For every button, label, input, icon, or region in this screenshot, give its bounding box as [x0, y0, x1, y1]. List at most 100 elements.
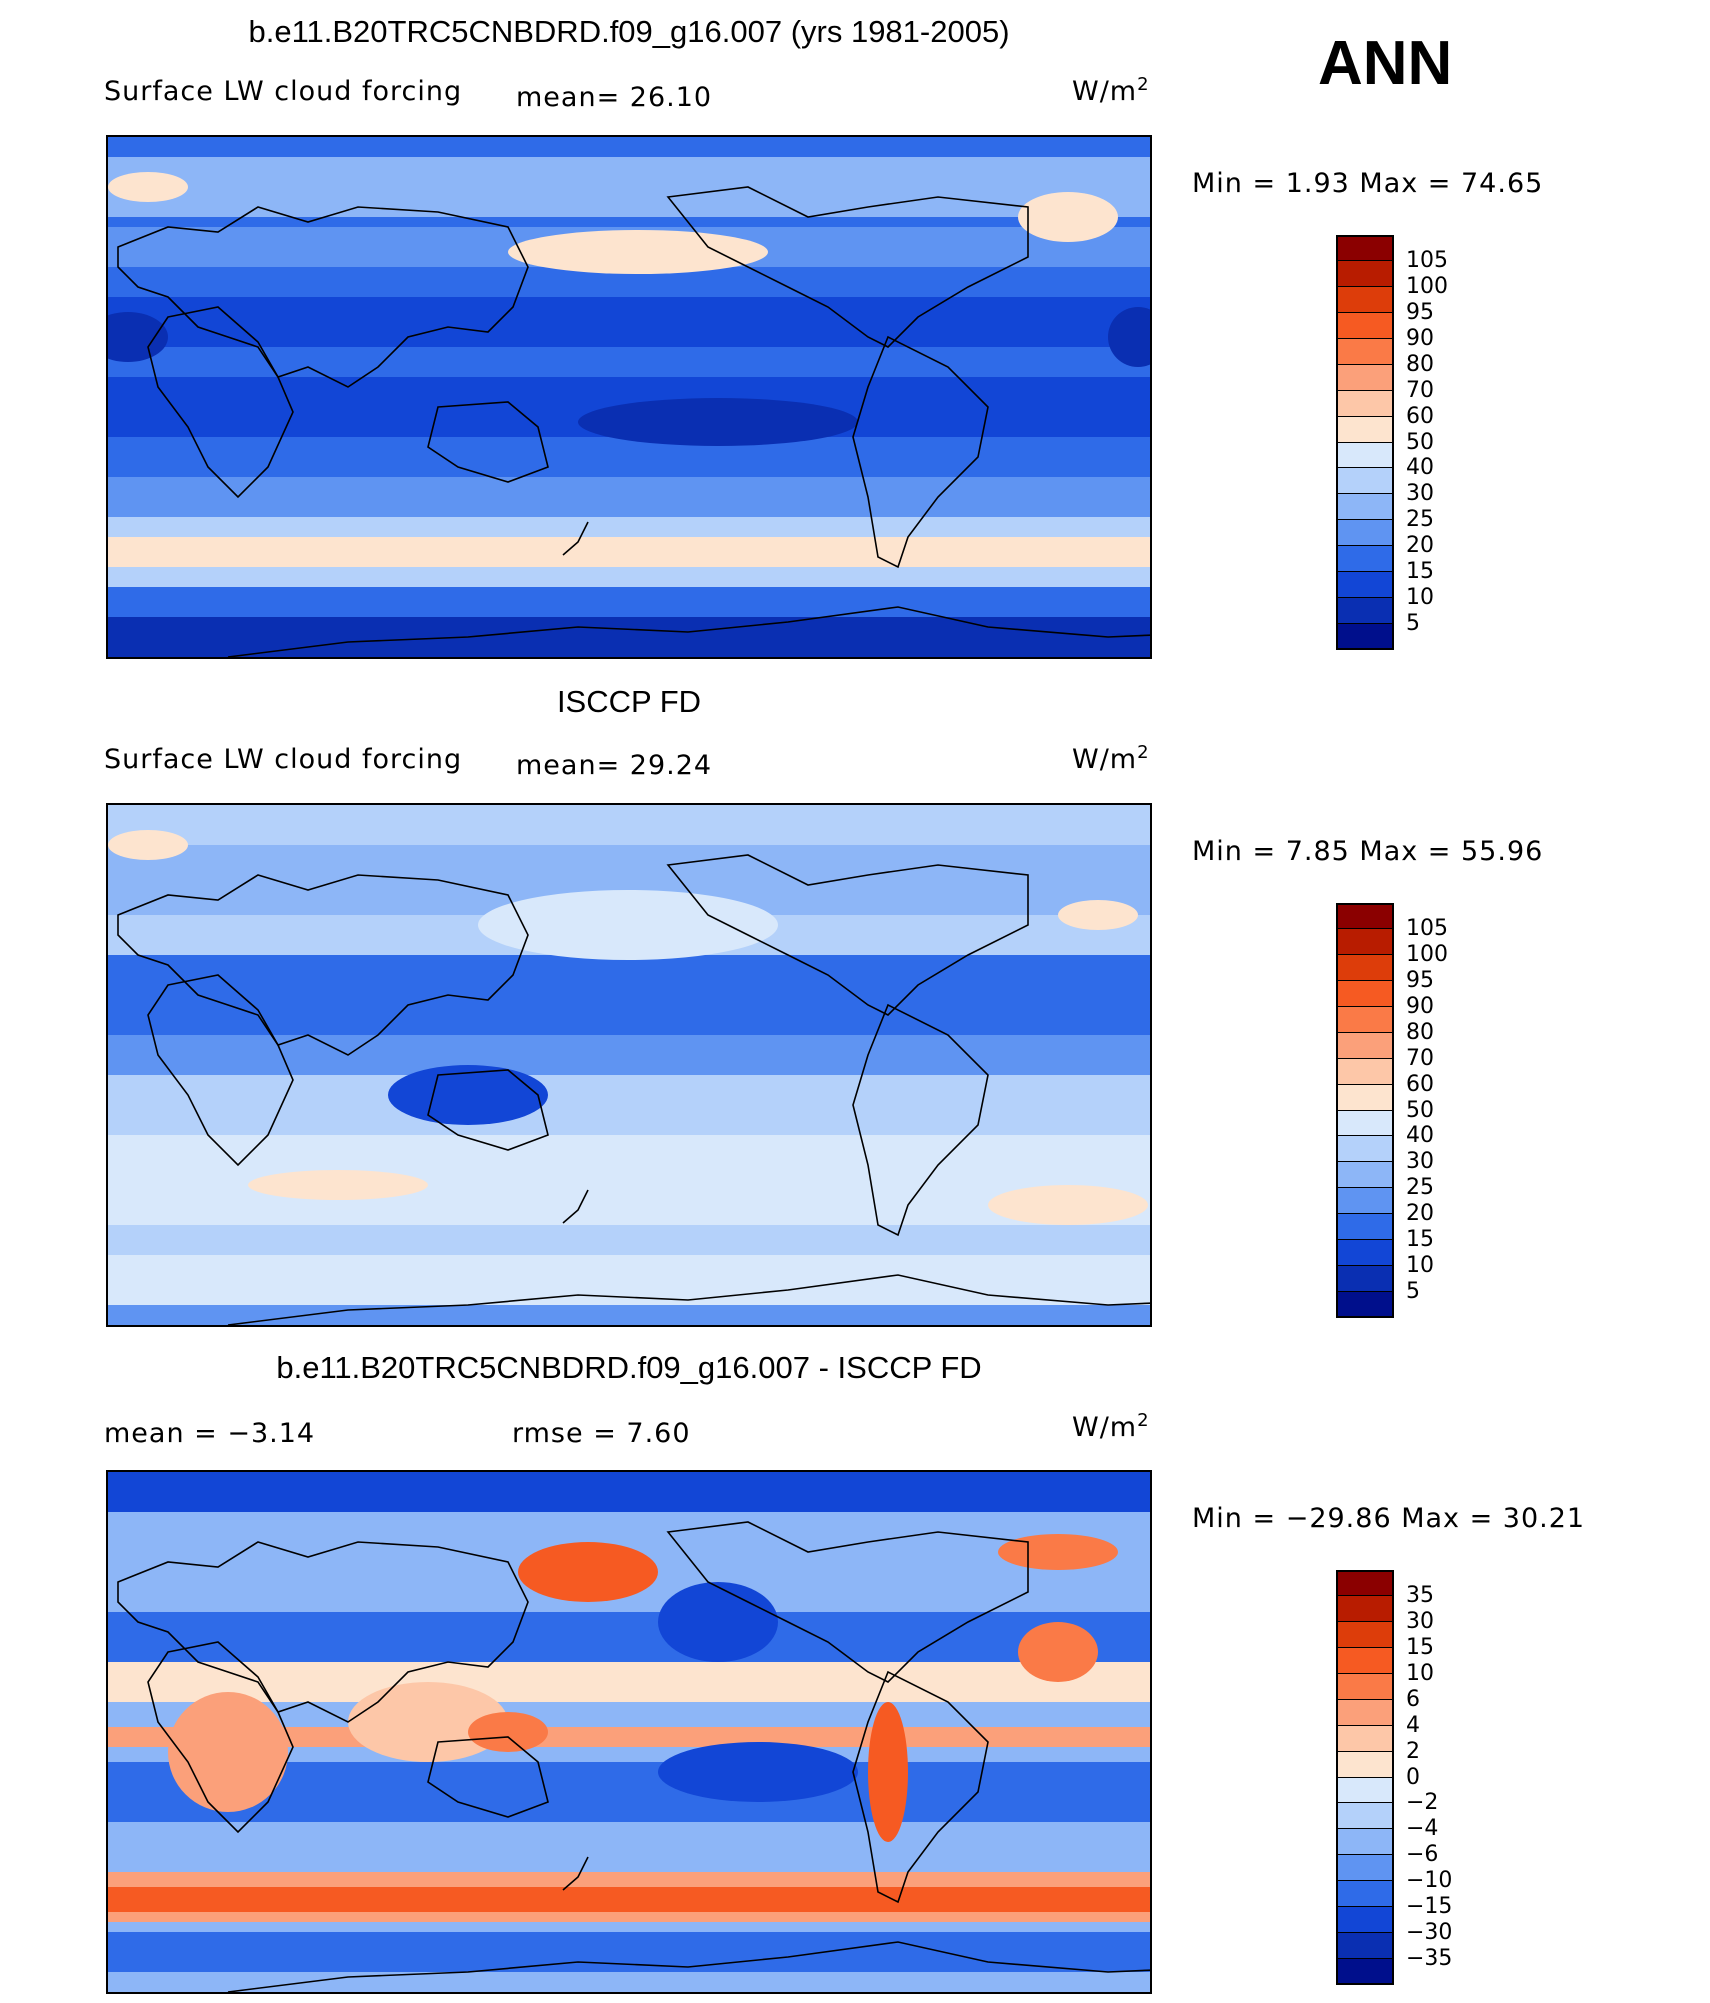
colorbar-label: 5 [1406, 1279, 1420, 1305]
panel3-colorbar: 35 30 15 10 6 4 2 0 −2 −4 −6 −10 −15 −30 −35 [1336, 1570, 1452, 1985]
colorbar-swatch [1336, 442, 1394, 469]
colorbar-label: 25 [1406, 1175, 1434, 1201]
panel3-map [106, 1470, 1152, 1994]
colorbar-swatch [1336, 1136, 1394, 1163]
panel3-mean: mean = −3.14 [104, 1418, 316, 1449]
colorbar-label: 90 [1406, 993, 1434, 1019]
colorbar-label: 50 [1406, 1097, 1434, 1123]
colorbar-label: −15 [1406, 1894, 1453, 1920]
colorbar-label: 60 [1406, 1071, 1434, 1097]
colorbar-swatch [1336, 1959, 1394, 1985]
colorbar-label: 15 [1406, 559, 1434, 585]
colorbar-label: 60 [1406, 403, 1434, 429]
colorbar-swatch [1336, 1240, 1394, 1267]
colorbar-label: 10 [1406, 585, 1434, 611]
panel3-rmse: rmse = 7.60 [512, 1418, 691, 1449]
colorbar-swatch [1336, 1699, 1394, 1726]
colorbar-label: 0 [1406, 1764, 1420, 1790]
panel1-title: b.e11.B20TRC5CNBDRD.f09_g16.007 (yrs 198… [248, 14, 1010, 49]
colorbar-swatch [1336, 390, 1394, 417]
panel1-map-svg [108, 137, 1150, 657]
colorbar-swatch [1336, 1673, 1394, 1700]
colorbar-swatch [1336, 260, 1394, 287]
colorbar-swatch [1336, 903, 1394, 929]
panel1-variable: Surface LW cloud forcing [104, 76, 463, 107]
colorbar-swatch [1336, 1855, 1394, 1882]
panel2-variable: Surface LW cloud forcing [104, 744, 463, 775]
panel1-colorbar: 105 100 95 90 80 70 60 50 40 30 25 20 15 10 5 [1336, 235, 1448, 650]
colorbar-swatch [1336, 1058, 1394, 1085]
colorbar-label: 20 [1406, 533, 1434, 559]
colorbar-label: 90 [1406, 325, 1434, 351]
colorbar-label: −10 [1406, 1868, 1453, 1894]
panel2-map [106, 803, 1152, 1327]
colorbar-label: −6 [1406, 1842, 1439, 1868]
colorbar-swatch [1336, 1162, 1394, 1189]
panel1-coastlines [117, 186, 1150, 657]
colorbar-label: 6 [1406, 1686, 1420, 1712]
colorbar-swatch [1336, 1803, 1394, 1830]
colorbar-swatch [1336, 1188, 1394, 1215]
panel1-minmax: Min = 1.93 Max = 74.65 [1192, 168, 1544, 199]
colorbar-label: 100 [1406, 273, 1448, 299]
colorbar-label: 50 [1406, 429, 1434, 455]
colorbar-label: 4 [1406, 1712, 1420, 1738]
colorbar-swatch [1336, 1647, 1394, 1674]
colorbar-swatch [1336, 1214, 1394, 1241]
colorbar-label: 15 [1406, 1634, 1434, 1660]
panel3-coastlines [117, 1521, 1150, 1992]
panel3-minmax: Min = −29.86 Max = 30.21 [1192, 1503, 1586, 1534]
colorbar-swatch [1336, 1881, 1394, 1908]
colorbar-swatch [1336, 286, 1394, 313]
colorbar-label: −35 [1406, 1946, 1453, 1972]
colorbar-swatch [1336, 598, 1394, 625]
colorbar-swatch [1336, 1777, 1394, 1804]
colorbar-swatch [1336, 1292, 1394, 1318]
colorbar-label: 10 [1406, 1660, 1434, 1686]
colorbar-label: 10 [1406, 1253, 1434, 1279]
panel2-map-svg [108, 805, 1150, 1325]
season-label: ANN [1318, 29, 1453, 98]
panel3-units: W/m2 [1072, 1410, 1150, 1443]
colorbar-label: 30 [1406, 1608, 1434, 1634]
colorbar-swatch [1336, 1595, 1394, 1622]
colorbar-label: 70 [1406, 1045, 1434, 1071]
colorbar-swatch [1336, 520, 1394, 547]
colorbar-swatch [1336, 1829, 1394, 1856]
colorbar-label: 30 [1406, 1149, 1434, 1175]
panel3-title: b.e11.B20TRC5CNBDRD.f09_g16.007 - ISCCP … [276, 1350, 982, 1385]
panel1-map [106, 135, 1152, 659]
colorbar-swatch [1336, 364, 1394, 391]
colorbar-swatch [1336, 1907, 1394, 1934]
panel1-mean: mean= 26.10 [516, 82, 713, 113]
colorbar-swatch [1336, 1084, 1394, 1111]
colorbar-swatch [1336, 1933, 1394, 1960]
colorbar-label: 105 [1406, 915, 1448, 941]
colorbar-label: 25 [1406, 507, 1434, 533]
colorbar-label: 35 [1406, 1582, 1434, 1608]
colorbar-swatch [1336, 312, 1394, 339]
colorbar-swatch [1336, 1725, 1394, 1752]
colorbar-label: 95 [1406, 299, 1434, 325]
colorbar-swatch [1336, 468, 1394, 495]
colorbar-swatch [1336, 980, 1394, 1007]
colorbar-label: 70 [1406, 377, 1434, 403]
colorbar-swatch [1336, 494, 1394, 521]
colorbar-label: 15 [1406, 1227, 1434, 1253]
colorbar-swatch [1336, 1751, 1394, 1778]
colorbar-swatch [1336, 624, 1394, 650]
panel2-units: W/m2 [1072, 742, 1150, 775]
panel2-coastlines [117, 854, 1150, 1325]
colorbar-label: 100 [1406, 941, 1448, 967]
colorbar-label: 20 [1406, 1201, 1434, 1227]
colorbar-swatch [1336, 416, 1394, 443]
colorbar-label: −30 [1406, 1920, 1453, 1946]
colorbar-swatch [1336, 546, 1394, 573]
colorbar-label: 80 [1406, 1019, 1434, 1045]
colorbar-label: 2 [1406, 1738, 1420, 1764]
colorbar-swatch [1336, 928, 1394, 955]
colorbar-label: −2 [1406, 1790, 1439, 1816]
colorbar-swatch [1336, 1621, 1394, 1648]
colorbar-swatch [1336, 1266, 1394, 1293]
colorbar-swatch [1336, 572, 1394, 599]
